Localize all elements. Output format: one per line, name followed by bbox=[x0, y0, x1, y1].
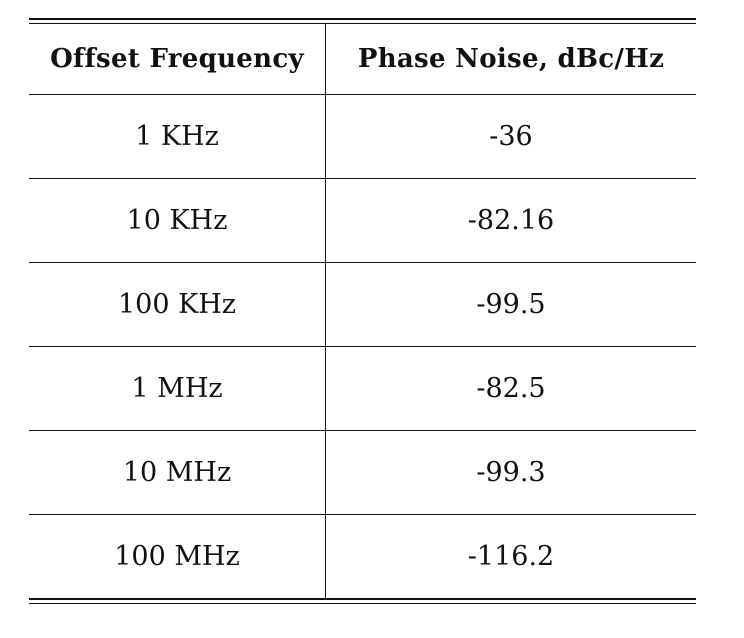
phase-noise-cell: -36 bbox=[489, 121, 533, 152]
bottom-rule-inner bbox=[29, 598, 696, 600]
offset-frequency-cell: 100 KHz bbox=[29, 263, 326, 346]
table-row: 100 MHz -116.2 bbox=[29, 514, 696, 598]
top-rule-inner bbox=[29, 22, 696, 24]
table-row: 1 MHz -82.5 bbox=[29, 346, 696, 430]
phase-noise-table: Offset Frequency Phase Noise, dBc/Hz 1 K… bbox=[29, 18, 696, 604]
offset-frequency-cell: 10 MHz bbox=[29, 431, 326, 514]
phase-noise-cell: -116.2 bbox=[467, 541, 555, 572]
table-row: 1 KHz -36 bbox=[29, 94, 696, 178]
table-body: 1 KHz -36 10 KHz -82.16 100 KHz -99.5 1 … bbox=[29, 94, 696, 598]
offset-frequency-cell: 10 KHz bbox=[29, 179, 326, 262]
phase-noise-cell: -82.16 bbox=[467, 205, 555, 236]
table-row: 10 MHz -99.3 bbox=[29, 430, 696, 514]
phase-noise-cell: -82.5 bbox=[476, 373, 546, 404]
bottom-rule-outer bbox=[29, 602, 696, 604]
offset-frequency-cell: 1 MHz bbox=[29, 347, 326, 430]
phase-noise-cell: -99.3 bbox=[476, 457, 546, 488]
header-offset-frequency: Offset Frequency bbox=[29, 24, 326, 94]
top-rule-outer bbox=[29, 18, 696, 20]
phase-noise-cell: -99.5 bbox=[476, 289, 546, 320]
header-phase-noise: Phase Noise, dBc/Hz bbox=[357, 44, 665, 74]
table-header-row: Offset Frequency Phase Noise, dBc/Hz bbox=[29, 24, 696, 94]
offset-frequency-cell: 1 KHz bbox=[29, 95, 326, 178]
offset-frequency-cell: 100 MHz bbox=[29, 515, 326, 598]
table-row: 10 KHz -82.16 bbox=[29, 178, 696, 262]
table-row: 100 KHz -99.5 bbox=[29, 262, 696, 346]
